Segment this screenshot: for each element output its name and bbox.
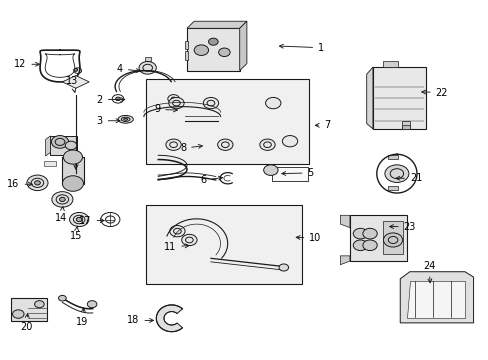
Text: 8: 8: [180, 143, 202, 153]
Circle shape: [352, 240, 367, 251]
Text: 11: 11: [164, 242, 188, 252]
Circle shape: [217, 139, 232, 150]
Circle shape: [203, 98, 218, 109]
Text: 7: 7: [315, 120, 329, 130]
Circle shape: [165, 139, 181, 150]
Bar: [186, 28, 239, 71]
Circle shape: [13, 310, 24, 318]
Polygon shape: [407, 280, 464, 318]
Circle shape: [69, 212, 89, 226]
Circle shape: [35, 181, 41, 185]
Bar: [144, 57, 150, 62]
Bar: [401, 125, 409, 129]
Polygon shape: [340, 215, 349, 228]
Text: 9: 9: [154, 104, 177, 114]
Ellipse shape: [118, 116, 133, 123]
Text: 14: 14: [55, 207, 67, 223]
Bar: [383, 61, 397, 67]
Polygon shape: [156, 305, 182, 332]
Circle shape: [27, 175, 48, 190]
Circle shape: [168, 98, 184, 109]
Circle shape: [74, 68, 78, 71]
Text: 5: 5: [281, 168, 313, 178]
Ellipse shape: [121, 117, 130, 121]
Circle shape: [35, 301, 44, 308]
Circle shape: [87, 301, 97, 308]
Circle shape: [62, 176, 83, 191]
Bar: [146, 80, 308, 164]
Polygon shape: [340, 256, 349, 265]
Polygon shape: [366, 67, 372, 129]
Bar: [372, 67, 425, 129]
Polygon shape: [239, 21, 246, 71]
Text: 23: 23: [389, 221, 415, 231]
Circle shape: [76, 217, 82, 222]
Circle shape: [263, 165, 278, 175]
Circle shape: [52, 192, 73, 207]
Text: 3: 3: [97, 116, 120, 126]
Bar: [50, 136, 77, 155]
Bar: [349, 215, 407, 261]
Circle shape: [384, 165, 408, 183]
Bar: [146, 206, 302, 284]
Circle shape: [59, 295, 66, 301]
Text: 15: 15: [69, 226, 82, 242]
Polygon shape: [45, 136, 50, 156]
Bar: [272, 167, 307, 181]
Bar: [184, 51, 188, 60]
Text: 19: 19: [76, 308, 88, 327]
Text: 20: 20: [20, 314, 33, 333]
Circle shape: [218, 48, 230, 57]
Text: 1: 1: [279, 43, 324, 53]
Bar: [184, 41, 188, 49]
Bar: [401, 121, 409, 129]
Polygon shape: [62, 76, 89, 88]
Circle shape: [208, 38, 218, 45]
Text: 17: 17: [79, 216, 104, 226]
Text: 2: 2: [97, 95, 124, 104]
Circle shape: [182, 234, 197, 246]
Text: 6: 6: [200, 175, 222, 185]
Text: 18: 18: [127, 315, 153, 325]
Polygon shape: [399, 272, 472, 323]
Circle shape: [63, 150, 82, 164]
Circle shape: [171, 97, 176, 100]
Circle shape: [259, 139, 275, 150]
Text: 12: 12: [14, 59, 40, 69]
Text: 13: 13: [66, 76, 78, 93]
Bar: [44, 161, 56, 166]
Bar: [382, 221, 402, 254]
Circle shape: [362, 228, 376, 239]
Circle shape: [139, 62, 156, 74]
Circle shape: [115, 97, 120, 100]
Circle shape: [65, 141, 77, 150]
Circle shape: [352, 228, 367, 239]
Polygon shape: [186, 21, 246, 28]
Bar: [387, 186, 397, 190]
Circle shape: [282, 136, 297, 147]
Text: 21: 21: [395, 173, 421, 183]
Text: 22: 22: [421, 87, 447, 98]
Circle shape: [362, 240, 376, 251]
Circle shape: [265, 98, 280, 109]
Text: 4: 4: [117, 64, 140, 74]
Text: 24: 24: [422, 261, 434, 283]
Circle shape: [279, 264, 288, 271]
Text: 10: 10: [296, 233, 321, 243]
Circle shape: [60, 197, 65, 202]
Circle shape: [383, 233, 402, 247]
Bar: [62, 157, 84, 184]
Bar: [11, 298, 46, 321]
Bar: [387, 154, 397, 159]
Circle shape: [51, 136, 68, 148]
Circle shape: [169, 225, 184, 237]
Text: 16: 16: [7, 179, 32, 189]
Circle shape: [194, 45, 208, 55]
